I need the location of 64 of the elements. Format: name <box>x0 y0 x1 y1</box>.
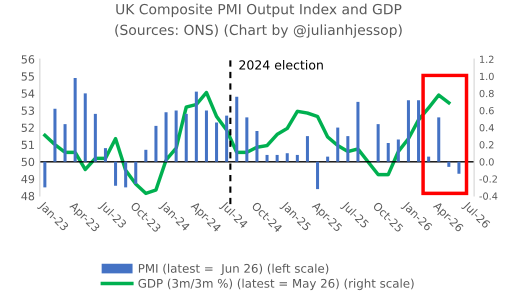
bar <box>255 130 258 162</box>
bar <box>94 114 97 162</box>
bar <box>447 162 450 167</box>
bar <box>84 93 87 162</box>
bar <box>276 154 279 162</box>
y-tick-label: 48 <box>21 192 34 200</box>
y2-tick-label: 1.2 <box>480 56 494 63</box>
y2-tick-label: 0.0 <box>480 158 494 166</box>
bar <box>64 124 67 162</box>
bar <box>74 78 77 162</box>
y-tick-label: 50 <box>22 158 34 166</box>
y-tick-label: 54 <box>22 90 34 98</box>
bar <box>114 162 118 186</box>
bar <box>174 110 178 162</box>
legend-label: GDP (3m/3m %) (latest = May 26) (right scale) <box>138 278 414 290</box>
y2-tick-label: 0.2 <box>480 141 494 148</box>
bar <box>194 92 198 162</box>
bar <box>306 136 309 162</box>
bar <box>406 100 410 162</box>
ref-line-label: 2024 election <box>239 60 323 70</box>
bar <box>326 156 330 162</box>
y2-tick-label: 0.6 <box>480 106 494 114</box>
chart-subtitle: (Sources: ONS) (Chart by @julianhjessop) <box>115 24 402 38</box>
y2-tick-label: -0.2 <box>479 175 497 183</box>
bar <box>336 128 340 162</box>
y-tick-label: 56 <box>22 55 34 64</box>
bar <box>184 114 188 162</box>
bar <box>104 148 107 162</box>
y2-tick-label: 0.4 <box>480 124 494 132</box>
bar <box>164 112 168 162</box>
bar <box>286 153 289 162</box>
y2-tick-label: 0.8 <box>480 90 494 98</box>
bar <box>225 116 228 162</box>
bar <box>437 117 440 162</box>
legend-label: PMI (latest = Jun 26) (left scale) <box>138 264 328 276</box>
bar <box>53 108 56 162</box>
bar <box>43 162 46 188</box>
bar <box>346 136 350 162</box>
bar <box>154 126 158 162</box>
y-tick-label: 51 <box>22 140 34 150</box>
y2-tick-label: 1.0 <box>480 72 494 80</box>
bar <box>204 110 208 162</box>
bar <box>396 140 400 162</box>
y-tick-label: 52 <box>22 124 34 132</box>
bar <box>124 162 128 188</box>
bar <box>386 142 390 162</box>
bar <box>296 154 299 162</box>
y2-tick-label: -0.4 <box>479 192 498 200</box>
bar <box>215 122 218 162</box>
chart-title: UK Composite PMI Output Index and GDP <box>116 4 402 18</box>
bar <box>266 154 269 162</box>
bar <box>245 117 248 162</box>
bar <box>134 162 138 184</box>
bar <box>417 100 420 162</box>
bar <box>235 96 238 162</box>
y-tick-label: 55 <box>22 72 34 81</box>
bar <box>427 156 430 162</box>
y-tick-label: 49 <box>21 174 34 184</box>
bar <box>457 162 460 174</box>
bar <box>316 162 320 190</box>
bar <box>356 102 360 162</box>
y-tick-label: 53 <box>22 106 34 115</box>
bar <box>376 124 380 162</box>
bar <box>144 150 148 162</box>
